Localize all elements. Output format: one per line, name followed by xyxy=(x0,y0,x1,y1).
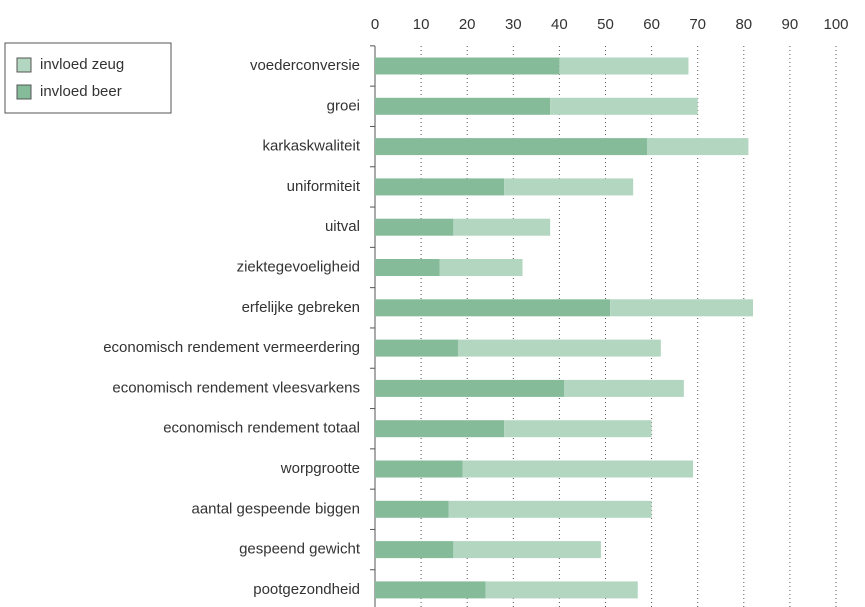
y-tick-label: aantal gespeende biggen xyxy=(192,500,361,517)
y-tick-label: uitval xyxy=(325,218,360,235)
y-tick-label: pootgezondheid xyxy=(253,581,360,598)
y-tick-label: economisch rendement totaal xyxy=(163,420,360,437)
bar-segment xyxy=(375,218,454,236)
x-tick-label: 100 xyxy=(823,16,848,33)
bar-segment xyxy=(375,299,611,317)
y-tick-label: voederconversie xyxy=(250,57,360,74)
y-tick-label: erfelijke gebreken xyxy=(242,299,360,316)
x-tick-label: 90 xyxy=(782,16,799,33)
bar-segment xyxy=(646,138,749,156)
bar-segment xyxy=(375,500,449,518)
bar-segment xyxy=(462,460,694,478)
y-tick-label: uniformiteit xyxy=(287,178,361,195)
legend-box xyxy=(4,42,172,114)
x-tick-label: 60 xyxy=(643,16,660,33)
bar-segment xyxy=(375,420,505,438)
bar-segment xyxy=(375,460,463,478)
bar-segment xyxy=(448,500,652,518)
x-tick-label: 0 xyxy=(371,16,379,33)
bar-segment xyxy=(375,57,560,75)
bar-segment xyxy=(564,379,684,397)
x-tick-label: 40 xyxy=(551,16,568,33)
bar-segment xyxy=(550,97,698,115)
bar-segment xyxy=(375,259,440,276)
bar-segment xyxy=(375,138,647,156)
legend-label: invloed zeug xyxy=(40,56,124,73)
bar-segment xyxy=(485,581,638,599)
legend-label: invloed beer xyxy=(40,83,122,100)
bar-segment xyxy=(504,178,634,196)
bar-segment xyxy=(375,541,454,559)
y-tick-label: economisch rendement vermeerdering xyxy=(103,339,360,356)
x-tick-label: 80 xyxy=(735,16,752,33)
y-tick-label: karkaskwaliteit xyxy=(262,138,360,155)
bar-segment xyxy=(504,420,652,438)
bar-segment xyxy=(559,57,689,75)
bar-segment xyxy=(375,339,458,357)
bar-segment xyxy=(453,541,601,559)
bar-segment xyxy=(375,178,505,196)
bar-segment xyxy=(457,339,661,357)
x-tick-label: 20 xyxy=(459,16,476,33)
bar-segment xyxy=(453,218,551,236)
legend-swatch xyxy=(16,84,32,100)
x-tick-label: 50 xyxy=(597,16,614,33)
bar-segment xyxy=(375,379,565,397)
x-tick-label: 10 xyxy=(413,16,430,33)
legend-swatch xyxy=(16,57,32,73)
y-tick-label: gespeend gewicht xyxy=(239,541,361,558)
y-tick-label: groei xyxy=(327,97,360,114)
bar-segment xyxy=(375,581,486,599)
x-tick-label: 30 xyxy=(505,16,522,33)
y-tick-label: worpgrootte xyxy=(280,460,360,477)
y-tick-label: ziektegevoeligheid xyxy=(237,258,360,275)
bar-segment xyxy=(610,299,754,317)
y-tick-label: economisch rendement vleesvarkens xyxy=(112,379,360,396)
bar-segment xyxy=(439,259,523,276)
bar-segment xyxy=(375,97,551,115)
x-tick-label: 70 xyxy=(689,16,706,33)
